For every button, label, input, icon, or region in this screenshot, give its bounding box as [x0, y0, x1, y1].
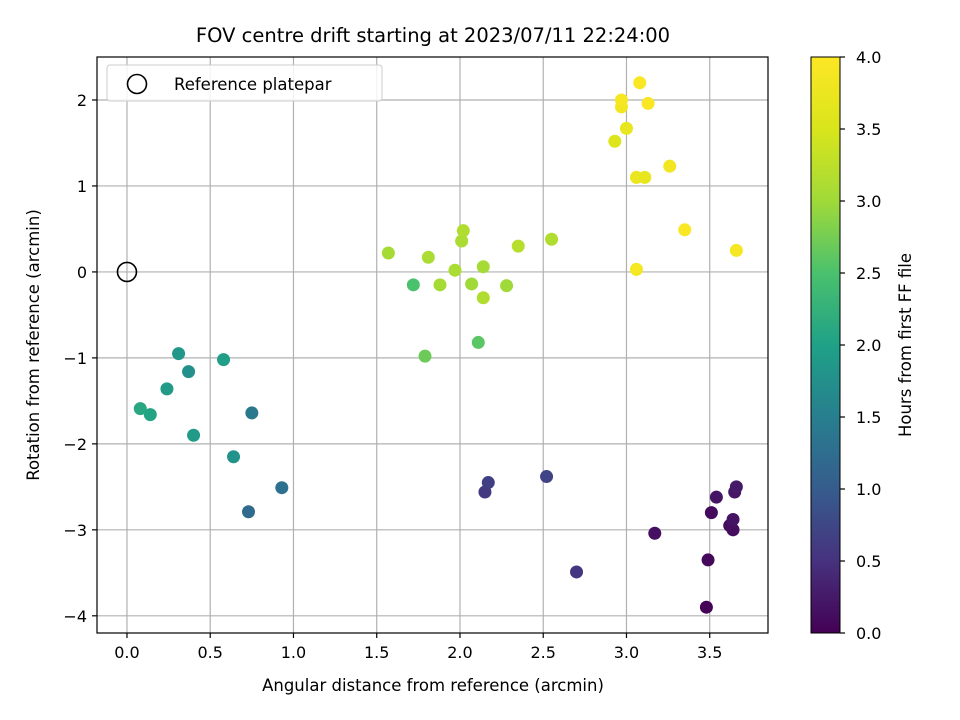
data-point: [511, 239, 525, 253]
data-point: [160, 382, 174, 396]
data-point: [678, 223, 692, 237]
data-point: [704, 506, 718, 520]
x-tick-label: 1.0: [281, 643, 306, 662]
data-point: [614, 93, 628, 107]
data-point: [418, 349, 432, 363]
data-point: [570, 565, 584, 579]
reference-platepar-marker: [116, 261, 138, 283]
grid-lines: [97, 57, 768, 633]
x-axis-title: Angular distance from reference (arcmin): [262, 676, 604, 695]
data-point: [540, 470, 554, 484]
data-point: [381, 246, 395, 260]
x-tick-label: 3.5: [697, 643, 722, 662]
data-point: [476, 291, 490, 305]
data-point: [608, 134, 622, 148]
x-tick-label: 0.5: [197, 643, 222, 662]
data-point: [406, 278, 420, 292]
y-tick-label: 1: [77, 177, 87, 196]
y-tick-label: −3: [63, 521, 87, 540]
y-tick-label: −2: [63, 435, 87, 454]
legend-label: Reference platepar: [174, 75, 332, 94]
colorbar: [810, 56, 841, 634]
data-point: [456, 224, 470, 238]
data-point: [217, 353, 231, 367]
legend: Reference platepar: [106, 64, 383, 102]
data-point: [421, 250, 435, 264]
data-point: [455, 234, 469, 248]
data-point: [726, 513, 740, 527]
data-point: [699, 600, 713, 614]
colorbar-tick-label: 4.0: [856, 48, 881, 67]
y-tick-label: 2: [77, 91, 87, 110]
colorbar-tick-label: 0.5: [856, 552, 881, 571]
colorbar-tick-label: 1.5: [856, 408, 881, 427]
colorbar-ticks: 0.0 0.5 1.0 1.5 2.0 2.5 3.0 3.5 4.0: [840, 48, 881, 643]
data-points: [133, 76, 743, 614]
y-axis-title: Rotation from reference (arcmin): [24, 209, 43, 481]
colorbar-tick-label: 0.0: [856, 624, 881, 643]
x-tick-label: 3.0: [614, 643, 639, 662]
data-point: [638, 170, 652, 184]
data-point: [629, 262, 643, 276]
data-point: [465, 277, 479, 291]
plot-frame: [96, 56, 769, 634]
data-point: [227, 450, 241, 464]
y-tick-label: −1: [63, 349, 87, 368]
x-axis-ticks: 0.0 0.5 1.0 1.5 2.0 2.5 3.0 3.5: [114, 633, 722, 662]
data-point: [476, 260, 490, 274]
data-point: [143, 408, 157, 422]
x-tick-label: 2.5: [530, 643, 555, 662]
data-point: [701, 553, 715, 567]
data-point: [500, 279, 514, 293]
chart-title: FOV centre drift starting at 2023/07/11 …: [196, 24, 670, 47]
data-point: [242, 505, 256, 519]
data-point: [709, 490, 723, 504]
data-point: [729, 480, 743, 494]
colorbar-tick-label: 2.0: [856, 336, 881, 355]
data-point: [481, 476, 495, 490]
y-tick-label: −4: [63, 607, 87, 626]
data-point: [633, 76, 647, 90]
data-point: [641, 96, 655, 110]
data-point: [245, 406, 259, 420]
colorbar-tick-label: 1.0: [856, 480, 881, 499]
legend-box: [106, 64, 383, 102]
data-point: [545, 232, 559, 246]
data-point: [471, 335, 485, 349]
y-tick-label: 0: [77, 263, 87, 282]
data-point: [133, 402, 147, 416]
data-point: [663, 159, 677, 173]
colorbar-tick-label: 3.5: [856, 120, 881, 139]
data-point: [433, 278, 447, 292]
data-point: [187, 428, 201, 442]
data-point: [448, 263, 462, 277]
data-point: [648, 526, 662, 540]
legend-marker: [126, 73, 148, 95]
data-point: [172, 347, 186, 361]
x-tick-label: 2.0: [447, 643, 472, 662]
data-point: [726, 523, 740, 537]
colorbar-tick-label: 2.5: [856, 264, 881, 283]
data-point: [619, 121, 633, 135]
data-point: [729, 243, 743, 257]
data-point: [182, 365, 196, 379]
data-point: [275, 481, 289, 495]
x-tick-label: 1.5: [364, 643, 389, 662]
colorbar-tick-label: 3.0: [856, 192, 881, 211]
y-axis-ticks: −4 −3 −2 −1 0 1 2: [63, 91, 97, 626]
colorbar-title: Hours from first FF file: [896, 253, 915, 437]
x-tick-label: 0.0: [114, 643, 139, 662]
